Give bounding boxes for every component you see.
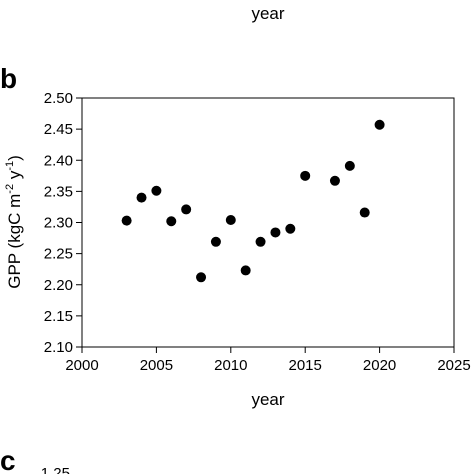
next-panel-tick-label: 1.25 bbox=[41, 465, 70, 474]
plot-frame bbox=[81, 97, 455, 348]
y-title-mid: y bbox=[5, 170, 24, 184]
data-point bbox=[329, 175, 340, 186]
data-point bbox=[374, 119, 385, 130]
x-tick-label: 2005 bbox=[140, 357, 173, 374]
x-tick-label: 2020 bbox=[363, 357, 396, 374]
y-tick-label: 2.15 bbox=[44, 308, 73, 325]
y-axis: 2.10 2.15 2.20 2.25 2.30 2.35 2.40 2.45 2.50 bbox=[44, 90, 82, 356]
y-tick-label: 2.30 bbox=[44, 215, 73, 232]
data-point bbox=[255, 236, 266, 247]
y-tick-label: 2.40 bbox=[44, 152, 73, 169]
data-point bbox=[210, 236, 221, 247]
data-point bbox=[181, 204, 192, 215]
data-point bbox=[285, 223, 296, 234]
y-tick-label: 2.50 bbox=[44, 90, 73, 107]
data-point bbox=[240, 265, 251, 276]
y-axis-title: GPP (kgC m-2 y-1) bbox=[4, 155, 24, 289]
y-title-exp2: -1 bbox=[4, 161, 16, 171]
data-point bbox=[196, 272, 207, 283]
data-point bbox=[166, 216, 177, 227]
data-point bbox=[121, 215, 132, 226]
data-point bbox=[270, 227, 281, 238]
data-points bbox=[121, 119, 385, 283]
y-title-base: GPP (kgC m bbox=[5, 194, 24, 289]
data-point bbox=[136, 192, 147, 203]
x-tick-label: 2010 bbox=[214, 357, 247, 374]
x-tick-label: 2015 bbox=[289, 357, 322, 374]
y-title-end: ) bbox=[5, 155, 24, 161]
y-tick-label: 2.25 bbox=[44, 246, 73, 263]
x-tick-label: 2025 bbox=[437, 357, 470, 374]
y-tick-label: 2.20 bbox=[44, 277, 73, 294]
panel-label-b: b bbox=[0, 63, 17, 94]
data-point bbox=[300, 170, 311, 181]
previous-panel-xlabel: year bbox=[251, 4, 284, 23]
x-axis: 2000 2005 2010 2015 2020 2025 bbox=[65, 347, 471, 374]
y-tick-label: 2.10 bbox=[44, 339, 73, 356]
x-tick-label: 2000 bbox=[65, 357, 98, 374]
y-title-exp1: -2 bbox=[4, 184, 16, 194]
panel-label-c: c bbox=[0, 445, 16, 474]
data-point bbox=[359, 207, 370, 218]
y-tick-label: 2.45 bbox=[44, 121, 73, 138]
data-point bbox=[225, 215, 236, 226]
data-point bbox=[344, 160, 355, 171]
y-tick-label: 2.35 bbox=[44, 183, 73, 200]
data-point bbox=[151, 185, 162, 196]
x-axis-title: year bbox=[251, 390, 284, 409]
